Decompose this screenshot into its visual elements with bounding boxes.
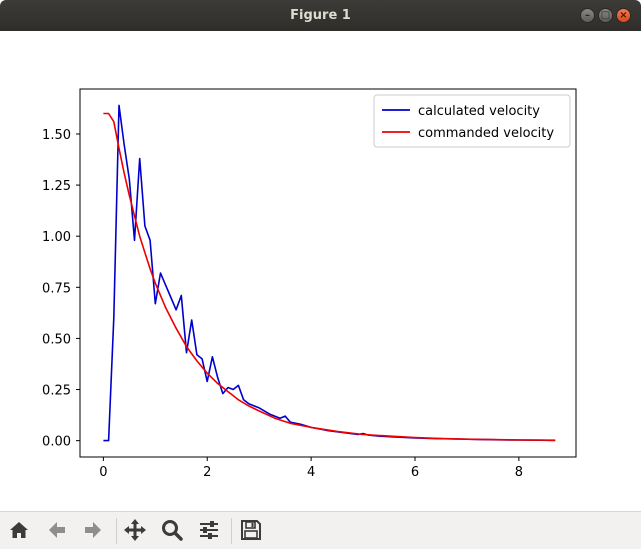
forward-button[interactable] [78,515,108,545]
sliders-icon [200,521,218,539]
figure-canvas[interactable]: 0 2 4 6 8 0.00 0.25 0.50 0.75 1.00 1.25 1.50 calcula… [0,31,641,511]
magnifier-icon [162,520,183,541]
move-arrows-icon [124,519,146,541]
legend-label: commanded velocity [418,126,554,141]
legend-label: calculated velocity [418,104,540,119]
configure-subplots-button[interactable] [194,515,224,545]
x-tick-label: 0 [99,465,107,480]
legend-box [373,94,571,148]
y-tick-label: 1.00 [42,230,71,245]
toolbar-separator [231,518,232,544]
zoom-button[interactable] [157,515,187,545]
close-button[interactable]: × [616,8,631,23]
navigation-toolbar [0,511,641,549]
window-title: Figure 1 [290,8,351,23]
arrow-right-icon [85,522,101,538]
x-tick-label: 2 [203,465,211,480]
arrow-left-icon [49,522,65,538]
y-tick-label: 0.25 [42,384,71,399]
y-tick-label: 1.50 [42,128,71,143]
toolbar-separator [116,518,117,544]
x-tick-label: 4 [307,465,315,480]
y-tick-label: 0.75 [42,281,71,296]
home-icon [10,522,28,538]
back-button[interactable] [42,515,72,545]
y-tick-label: 0.50 [42,332,71,347]
y-tick-label: 1.25 [42,179,71,194]
pan-button[interactable] [120,515,150,545]
x-tick-label: 6 [411,465,419,480]
line-chart: 0 2 4 6 8 0.00 0.25 0.50 0.75 1.00 1.25 1.50 calcula… [42,88,577,480]
x-tick-label: 8 [515,465,523,480]
series-line [103,112,556,442]
y-tick-label: 0.00 [42,435,71,450]
home-button[interactable] [4,515,34,545]
save-button[interactable] [236,515,266,545]
maximize-button[interactable]: □ [598,8,613,23]
title-bar[interactable]: Figure 1 – □ × [0,0,641,31]
axes-frame [79,88,577,458]
minimize-button[interactable]: – [580,8,595,23]
floppy-disk-icon [241,520,261,540]
